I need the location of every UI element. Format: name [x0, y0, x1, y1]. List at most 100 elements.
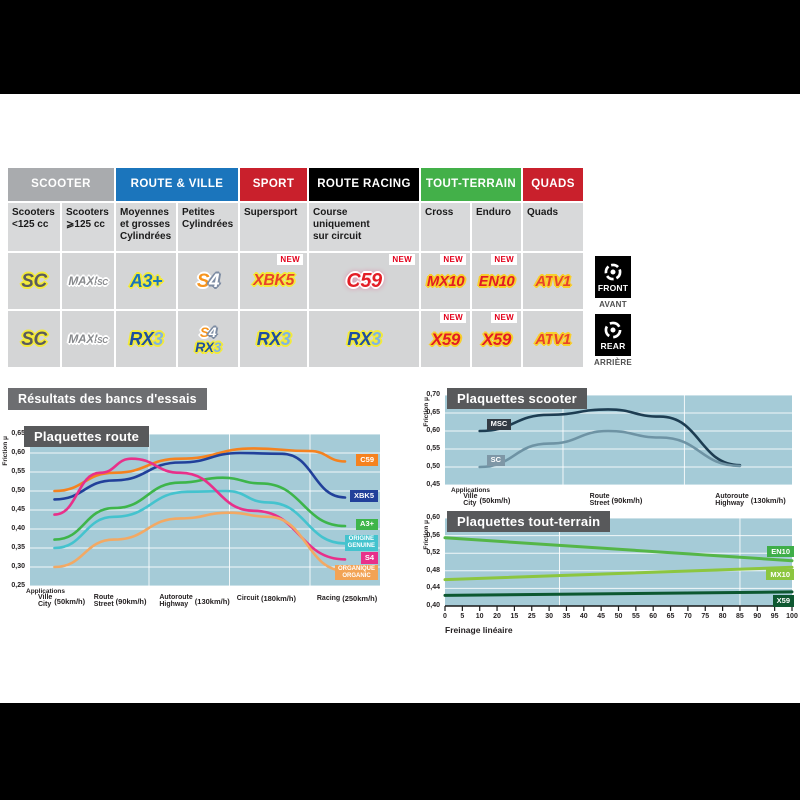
subheader-cell: Moyennes et grosses Cylindrées — [116, 203, 178, 253]
series-label-xbk5: XBK5 — [349, 490, 378, 502]
logo-maxi: MAXISC — [68, 332, 108, 346]
x-category-names: Circuit — [236, 594, 259, 602]
front-badge-box: FRONT — [595, 256, 631, 298]
series-label-s4: S4 — [360, 552, 378, 564]
x-category-speed: (50km/h) — [54, 596, 86, 606]
y-tick-label: 0,65 — [426, 409, 440, 416]
series-line-sc — [478, 429, 742, 469]
series-line-a3- — [53, 476, 347, 541]
logo-atv1: ATV1 — [535, 330, 571, 348]
y-tick-label: 0,50 — [11, 487, 25, 494]
series-label-sc: SC — [486, 454, 506, 466]
y-tick-label: 0,65 — [11, 430, 25, 437]
y-tick-label: 0,60 — [426, 427, 440, 434]
y-tick-label: 0,45 — [11, 506, 25, 513]
rear-position-badge: REAR ARRIÈRE — [593, 314, 633, 367]
category-header-tout-terrain: TOUT-TERRAIN — [421, 168, 523, 203]
product-cell-front: MAXISC — [62, 253, 116, 311]
x-category-names: Autoroute Highway — [715, 493, 749, 508]
y-tick-label: 0,48 — [426, 566, 440, 574]
series-line-origine-genuine — [53, 489, 347, 550]
x-category-names: Route Street — [589, 493, 610, 508]
product-cell-rear: RX3 — [240, 311, 309, 369]
series-label-organique: ORGANIQUE ORGANIC — [334, 565, 378, 581]
x-tick-label: 45 — [597, 613, 606, 620]
x-tick-label: 80 — [718, 613, 727, 620]
brake-disc-rear-icon — [604, 321, 622, 338]
product-cell-rear: S4 RX3 — [178, 311, 240, 369]
y-tick-label: 0,40 — [11, 525, 25, 532]
x-tick-label: 90 — [753, 613, 762, 620]
y-tick-label: 0,30 — [11, 563, 25, 570]
logo-en10: EN10 — [478, 272, 515, 290]
x-category-speed: (90km/h) — [611, 495, 643, 505]
x-tick-label: 95 — [770, 613, 779, 620]
logo-sc: SC — [21, 270, 47, 292]
logo-maxi: MAXISC — [68, 274, 108, 288]
x-category-circuit: Circuit (180km/h) — [237, 594, 296, 603]
logo-sc: SC — [21, 328, 47, 350]
x-tick-label: 40 — [579, 613, 588, 620]
product-cell-front: NEW MX10 — [421, 253, 472, 311]
x-category-ville: Ville City (50km/h) — [38, 594, 85, 609]
x-category-names: Racing — [316, 594, 341, 602]
x-category-speed: (50km/h) — [479, 495, 511, 505]
chart-title: Plaquettes scooter — [447, 388, 587, 409]
chart-title: Plaquettes tout-terrain — [447, 511, 611, 532]
product-cell-rear: RX3 — [116, 311, 178, 369]
scooter-plot-svg — [445, 394, 792, 486]
series-label-x59: X59 — [772, 595, 794, 607]
product-cell-rear: SC — [8, 311, 62, 369]
x-category-route: Route Street (90km/h) — [590, 493, 643, 508]
series-label-msc: MSC — [486, 418, 512, 430]
series-label-c59: C59 — [356, 454, 378, 466]
x-category-autoroute: Autoroute Highway (130km/h) — [159, 594, 229, 609]
x-tick-label: 50 — [614, 613, 623, 620]
avant-label: AVANT — [599, 300, 627, 309]
series-line-x59 — [443, 590, 794, 597]
chart-plaquettes-route: Plaquettes route Friction μ 0,65 0,60 0,55 0,… — [0, 420, 400, 640]
x-tick-label: 60 — [649, 613, 658, 620]
x-category-names: Autoroute Highway — [159, 594, 193, 609]
front-label: FRONT — [597, 282, 629, 293]
y-tick-label: 0,60 — [11, 449, 25, 456]
product-cell-front: ATV1 — [523, 253, 585, 311]
x-tick-label: 20 — [493, 613, 501, 620]
y-tick-label: 0,40 — [426, 602, 440, 609]
x-tick-label: 100 — [786, 613, 798, 620]
product-cell-rear: NEW X59 — [472, 311, 523, 369]
x-category-speed: (90km/h) — [115, 596, 147, 606]
x-axis-label: Freinage linéaire — [445, 625, 513, 635]
new-badge: NEW — [491, 254, 517, 265]
x-category-speed: (180km/h) — [260, 594, 296, 603]
logo-rx3: RX3 — [347, 329, 381, 349]
x-category-speed: (130km/h) — [194, 596, 230, 606]
new-badge: NEW — [440, 312, 466, 323]
x-tick-label: 15 — [510, 613, 519, 620]
series-line-organique-organic — [53, 511, 347, 573]
letterbox-top — [0, 0, 800, 94]
product-cell-front: SC — [8, 253, 62, 311]
logo-rx3: RX3 — [256, 329, 291, 349]
logo-a3: A3+ — [129, 271, 163, 291]
series-label-a3+: A3+ — [356, 518, 378, 531]
product-cell-rear: RX3 — [309, 311, 421, 369]
x-tick-label: 10 — [475, 613, 484, 620]
x-category-racing: Racing (250km/h) — [317, 594, 377, 603]
product-cell-rear: MAXISC — [62, 311, 116, 369]
applications-label: Applications — [451, 487, 491, 494]
product-cell-rear: NEW X59 — [421, 311, 472, 369]
series-line-mx10 — [443, 565, 794, 582]
series-label-mx10: MX10 — [766, 569, 794, 581]
y-tick-label: 0,52 — [426, 549, 440, 557]
arriere-label: ARRIÈRE — [593, 358, 633, 367]
rear-badge-box: REAR — [595, 314, 631, 356]
product-cell-front: NEW EN10 — [472, 253, 523, 311]
y-tick-label: 0,56 — [426, 531, 440, 539]
series-label-origine: ORIGINE GENUINE — [344, 535, 378, 551]
x-tick-label: 55 — [631, 613, 640, 620]
subheader-cell: Scooters <125 cc — [8, 203, 62, 253]
category-header-route-racing: ROUTE RACING — [309, 168, 421, 203]
x-tick-label: 0 — [443, 613, 447, 620]
